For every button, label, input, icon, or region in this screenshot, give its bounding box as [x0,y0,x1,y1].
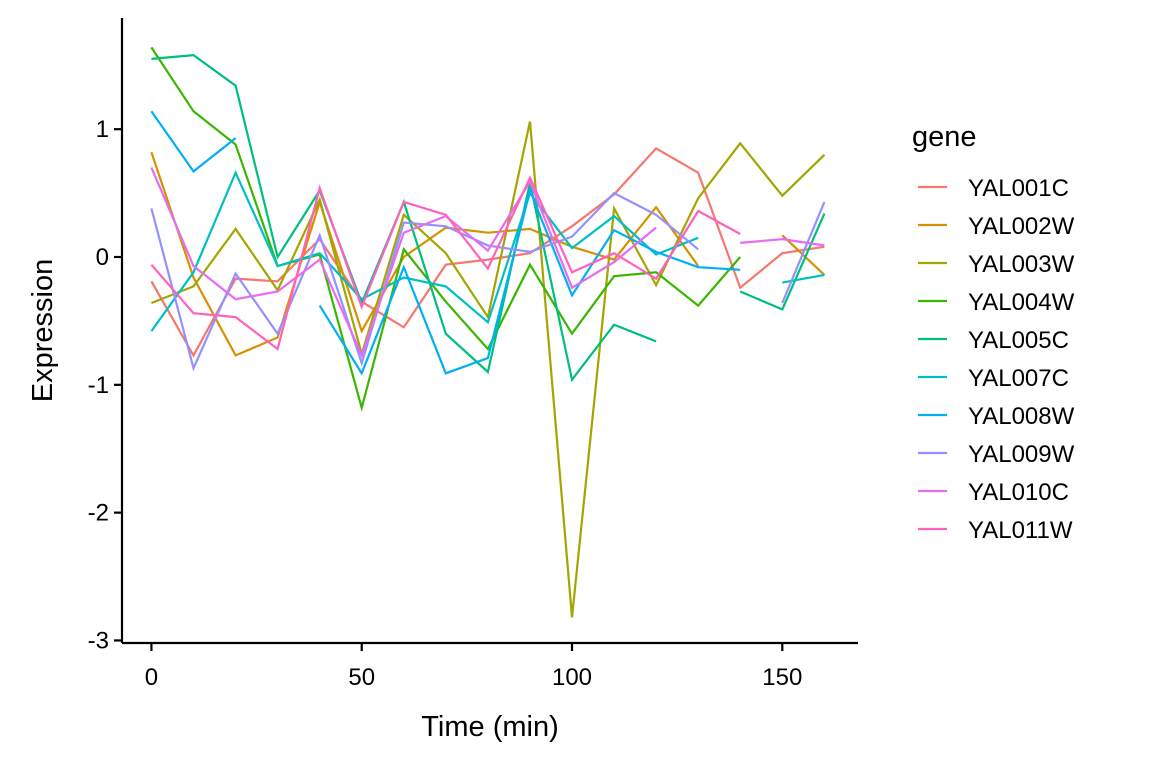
x-tick-label: 50 [348,664,375,691]
series-line [150,121,826,618]
legend: gene YAL001C YAL002W YAL003W YAL004W YAL005C… [912,121,1075,544]
series-line [150,46,742,413]
legend-label: YAL004W [968,289,1075,316]
legend-item: YAL008W [918,403,1075,430]
legend-item: YAL009W [918,441,1075,468]
legend-label: YAL001C [968,175,1069,202]
legend-item: YAL007C [918,365,1069,392]
legend-label: YAL007C [968,365,1069,392]
series-line [150,169,699,332]
legend-item: YAL002W [918,213,1075,240]
y-axis-ticks: 1 0 -1 -2 -3 [88,116,122,654]
legend-item: YAL001C [918,175,1069,202]
x-axis-title: Time (min) [421,711,558,743]
y-axis-title: Expression [27,259,59,402]
legend-item: YAL005C [918,327,1069,354]
series-YAL011W [150,175,741,351]
legend-item: YAL003W [918,251,1075,278]
series-line [150,147,825,358]
legend-label: YAL010C [968,479,1069,506]
legend-title: gene [912,121,977,153]
x-axis-ticks: 0 50 100 150 [145,643,802,691]
legend-items: YAL001C YAL002W YAL003W YAL004W YAL005C YAL00… [918,175,1075,544]
legend-label: YAL008W [968,403,1075,430]
y-tick-label: -1 [88,372,109,399]
series-line [150,110,237,173]
legend-label: YAL005C [968,327,1069,354]
legend-item: YAL010C [918,479,1069,506]
y-tick-label: 1 [96,116,109,143]
x-tick-label: 100 [552,664,592,691]
y-tick-label: 0 [96,244,109,271]
y-tick-label: -2 [88,500,109,527]
series-line [150,167,657,359]
series-YAL004W [150,46,742,413]
series-line [782,273,825,284]
series-YAL001C [150,147,825,358]
x-tick-label: 0 [145,664,158,691]
series-YAL003W [150,121,826,618]
series-lines [150,46,826,618]
y-tick-label: -3 [88,627,109,654]
series-line [739,213,826,311]
series-YAL010C [150,167,825,359]
legend-item: YAL011W [918,517,1073,544]
legend-label: YAL002W [968,213,1075,240]
series-line [150,175,741,351]
legend-label: YAL003W [968,251,1075,278]
series-line [740,237,825,247]
legend-label: YAL011W [968,517,1073,544]
legend-label: YAL009W [968,441,1075,468]
series-YAL007C [150,169,825,332]
legend-item: YAL004W [918,289,1075,316]
series-line [781,201,826,304]
x-tick-label: 150 [762,664,802,691]
